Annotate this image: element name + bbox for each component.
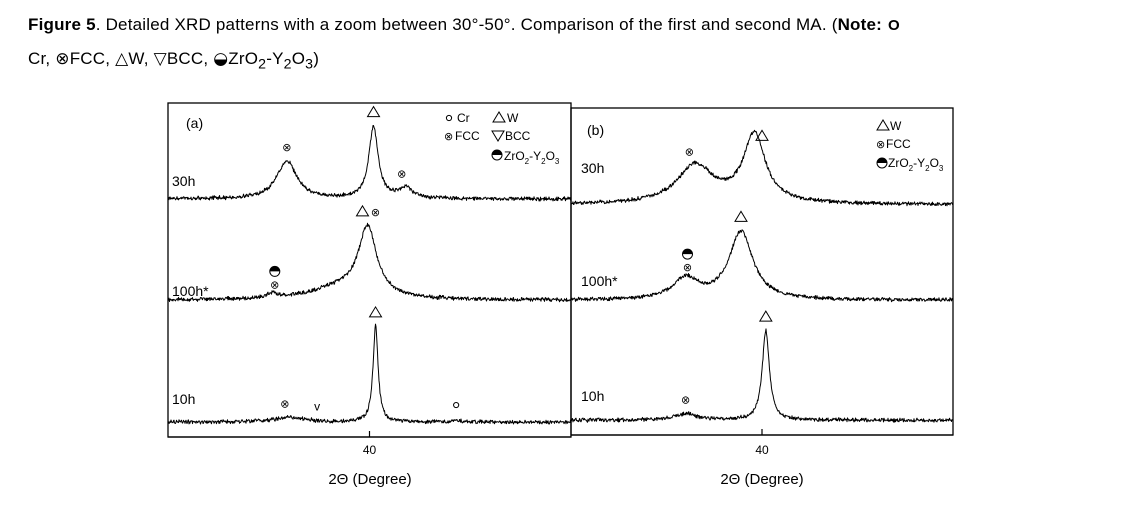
caption-text: . Detailed XRD patterns with a zoom betw…: [95, 15, 838, 34]
caption-dash: -Y: [266, 49, 284, 68]
caption-note-symbol: O: [888, 17, 900, 34]
peak-marker-w-icon: [368, 305, 383, 318]
legend-zro-icon: [491, 149, 503, 161]
legend-w-label: W: [890, 119, 902, 133]
peak-marker-w-icon: [734, 210, 748, 222]
series-line-100h*: [570, 229, 954, 303]
svg-text:⊗: ⊗: [397, 167, 406, 180]
svg-text:⊗: ⊗: [270, 278, 279, 291]
legend-w-icon: [876, 119, 890, 131]
peak-marker-bcc-icon: v: [314, 399, 320, 413]
zro-symbol-icon: ◒: [213, 49, 229, 69]
peak-marker-fcc-icon: ⊗: [681, 394, 690, 407]
peak-marker-w_fcc-icon: ⊗: [355, 204, 380, 219]
series-line-30h: [167, 125, 572, 202]
peak-marker-zro_fcc-icon: ⊗: [682, 248, 694, 274]
panel-b: (b) W ⊗ FCC ZrO2-Y2O3 30h 100h* 10h ⊗ ⊗ ⊗ 40…: [570, 107, 954, 488]
legend-w-icon: [492, 111, 506, 123]
series-line-30h: [570, 129, 953, 207]
figure-caption: Figure 5. Detailed XRD patterns with a z…: [28, 8, 1098, 81]
panel-a-legend: Cr W ⊗ FCC BCC ZrO2-Y2O3: [444, 111, 560, 166]
legend-w-label: W: [507, 111, 519, 125]
caption-zro: ZrO: [228, 49, 259, 68]
legend-bcc-icon: [491, 130, 505, 142]
w-symbol-icon: △: [115, 49, 129, 69]
legend-fcc-label: FCC: [455, 129, 480, 143]
peak-marker-cr-icon: [453, 401, 460, 409]
x-tick-label: 40: [755, 443, 769, 457]
x-tick-label: 40: [363, 443, 377, 457]
series-label: 30h: [172, 173, 195, 189]
bcc-symbol-icon: ▽: [153, 49, 167, 69]
peak-marker-fcc-icon: ⊗: [685, 146, 694, 159]
caption-sub: 3: [305, 56, 314, 73]
caption-line-1: Figure 5. Detailed XRD patterns with a z…: [28, 8, 1098, 42]
legend-zro-icon: [876, 157, 888, 169]
series-label: 10h: [172, 391, 195, 407]
peak-marker-w-icon: [758, 310, 773, 322]
legend-bcc-label: BCC: [505, 129, 531, 143]
caption-close: ): [313, 49, 320, 68]
legend-cr-icon: [445, 114, 453, 122]
fcc-symbol-icon: ⊗: [55, 49, 70, 69]
series-line-10h: [167, 323, 572, 425]
legend-cr-label: Cr: [457, 111, 470, 125]
peak-marker-zro_fcc-icon: ⊗: [269, 265, 281, 291]
svg-text:v: v: [314, 399, 320, 413]
legend-fcc-icon: ⊗: [444, 130, 453, 143]
svg-text:⊗: ⊗: [681, 394, 690, 407]
legend-zro-label: ZrO2-Y2O3: [888, 156, 944, 173]
panel-a: (a) Cr W ⊗ FCC BCC ZrO2-Y2O3 30h 100h* 10h…: [167, 102, 572, 488]
series-line-10h: [570, 328, 954, 423]
series-label: 100h*: [581, 273, 618, 289]
panel-a-label: (a): [186, 115, 203, 131]
caption-line-2: Cr, ⊗FCC, △W, ▽BCC, ◒ZrO2-Y2O3): [28, 42, 1098, 81]
peak-marker-w-icon: [366, 105, 381, 118]
caption-sub: 2: [283, 56, 292, 73]
svg-text:⊗: ⊗: [683, 261, 692, 274]
series-label: 10h: [581, 388, 604, 404]
peak-marker-fcc-icon: ⊗: [280, 397, 289, 410]
caption-w: W,: [128, 49, 149, 68]
svg-text:⊗: ⊗: [685, 146, 694, 159]
caption-o: O: [291, 49, 306, 68]
panel-b-x-axis-label: 2Θ (Degree): [720, 471, 803, 488]
caption-note-label: Note:: [837, 15, 883, 34]
svg-text:⊗: ⊗: [280, 397, 289, 410]
series-label: 100h*: [172, 283, 209, 299]
svg-text:⊗: ⊗: [282, 141, 291, 154]
peak-marker-fcc-icon: ⊗: [282, 141, 291, 154]
panel-b-legend: W ⊗ FCC ZrO2-Y2O3: [876, 119, 944, 173]
caption-fcc: FCC,: [69, 49, 111, 68]
legend-fcc-icon: ⊗: [876, 138, 885, 151]
peak-marker-w-icon: [755, 129, 769, 141]
caption-sub: 2: [258, 56, 267, 73]
peak-marker-fcc-icon: ⊗: [397, 167, 406, 180]
panel-b-label: (b): [587, 122, 604, 138]
caption-figure-label: Figure 5: [28, 15, 96, 34]
series-label: 30h: [581, 160, 604, 176]
caption-cr: Cr,: [28, 49, 51, 68]
series-line-100h*: [168, 222, 571, 303]
legend-zro-label: ZrO2-Y2O3: [504, 149, 560, 166]
caption-bcc: BCC,: [166, 49, 209, 68]
panel-a-x-axis-label: 2Θ (Degree): [328, 471, 411, 488]
svg-text:⊗: ⊗: [371, 206, 380, 219]
legend-fcc-label: FCC: [886, 137, 911, 151]
